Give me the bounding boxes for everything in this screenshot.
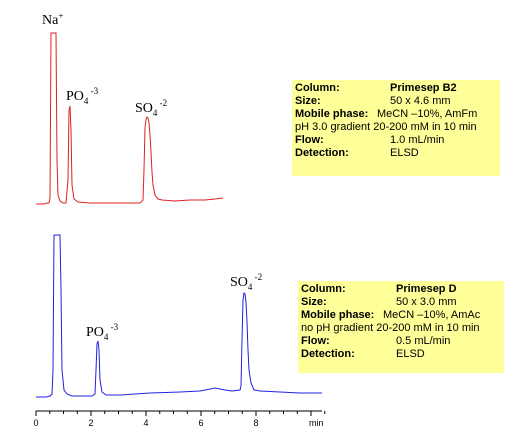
x-tick-label: 6 — [198, 418, 203, 428]
flow-key: Flow: — [301, 335, 330, 347]
flow-value: 1.0 mL/min — [390, 134, 445, 146]
detection-value: ELSD — [390, 147, 419, 159]
size-key: Size: — [295, 95, 321, 107]
peak-label-po4-bottom: PO4 -3 — [86, 322, 119, 342]
x-tick-label: 2 — [88, 418, 93, 428]
conditions-box-bottom: Column: Primesep D Size: 50 x 3.0 mm Mobil… — [298, 281, 504, 373]
gradient-line: pH 3.0 gradient 20-200 mM in 10 min — [295, 121, 477, 133]
peak-label-so4-top: SO4 -2 — [135, 98, 167, 118]
trace-bottom — [36, 234, 322, 398]
peak-label-na: Na+ — [42, 11, 63, 28]
column-value: Primesep B2 — [390, 82, 457, 94]
mobile-phase-value: MeCN –10%, AmFm — [377, 108, 478, 120]
column-key: Column: — [295, 82, 340, 94]
gradient-line: no pH gradient 20-200 mM in 10 min — [301, 322, 480, 334]
conditions-box-top: Column: Primesep B2 Size: 50 x 4.6 mm Mobi… — [292, 80, 500, 176]
size-value: 50 x 4.6 mm — [390, 95, 451, 107]
flow-value: 0.5 mL/min — [396, 335, 451, 347]
x-tick-label: 0 — [33, 418, 38, 428]
x-axis-unit: min — [309, 418, 324, 428]
detection-value: ELSD — [396, 348, 425, 360]
flow-key: Flow: — [295, 134, 324, 146]
column-value: Primesep D — [396, 283, 457, 295]
detection-key: Detection: — [301, 348, 355, 360]
x-tick-label: 8 — [253, 418, 258, 428]
mobile-phase-key: Mobile phase: — [301, 309, 375, 321]
mobile-phase-key: Mobile phase: — [295, 108, 369, 120]
x-tick-label: 4 — [143, 418, 148, 428]
detection-key: Detection: — [295, 147, 349, 159]
column-key: Column: — [301, 283, 346, 295]
mobile-phase-value: MeCN –10%, AmAc — [383, 309, 481, 321]
peak-label-po4-top: PO4 -3 — [66, 86, 99, 106]
size-value: 50 x 3.0 mm — [396, 296, 457, 308]
trace-top — [36, 32, 224, 205]
x-axis-ticks: 0 2 4 6 8 min — [33, 411, 326, 428]
peak-label-so4-bottom: SO4 -2 — [230, 272, 262, 292]
size-key: Size: — [301, 296, 327, 308]
